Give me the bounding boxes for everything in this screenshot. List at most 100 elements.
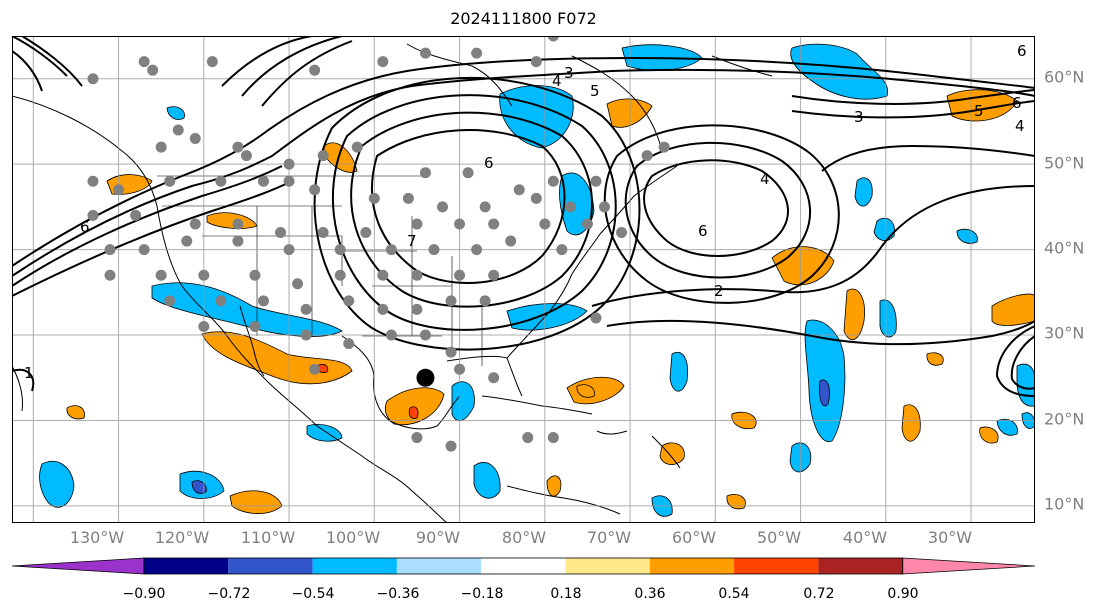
orange-shading <box>901 404 921 442</box>
lat-label: 20°N <box>1044 409 1085 429</box>
orange-shading <box>771 246 835 286</box>
station-dot <box>616 227 628 239</box>
contour-lines <box>12 36 1035 397</box>
station-dot <box>454 363 466 375</box>
station-dot <box>240 150 252 162</box>
station-dot <box>283 158 295 170</box>
station-dot <box>249 269 261 281</box>
station-dot <box>283 175 295 187</box>
station-dot <box>343 338 355 350</box>
orange-shading <box>66 405 85 420</box>
contour-label: 5 <box>974 102 984 120</box>
red-shading <box>408 406 419 419</box>
station-dot <box>309 64 321 76</box>
station-dot <box>130 209 142 221</box>
colorbar-tick-label: −0.90 <box>122 586 166 602</box>
station-dot <box>343 295 355 307</box>
colorbar-cell <box>228 558 313 574</box>
purple-shading <box>819 379 830 407</box>
station-dot <box>138 56 150 68</box>
blue-shading <box>669 352 689 392</box>
map-panel[interactable]: 6 3 5 4 3 5 6 4 6 6 4 2 7 1 6 <box>12 36 1035 523</box>
station-dot <box>547 432 559 444</box>
blue-shading <box>873 217 895 242</box>
station-dot <box>104 269 116 281</box>
lon-label: 90°W <box>415 528 461 547</box>
station-dot <box>564 201 576 213</box>
map-frame <box>12 36 1035 523</box>
orange-shading <box>843 288 865 341</box>
station-dot <box>317 150 329 162</box>
colorbar-cell <box>396 558 482 574</box>
station-dot <box>232 218 244 230</box>
station-dot <box>402 192 414 204</box>
blue-shading <box>879 299 897 338</box>
contour-label: 3 <box>854 108 864 126</box>
station-dot <box>471 47 483 59</box>
station-dot <box>479 295 491 307</box>
lon-label: 80°W <box>501 528 547 547</box>
station-dot <box>590 312 602 324</box>
contour-labels: 6 3 5 4 3 5 6 4 6 6 4 2 7 1 6 <box>24 42 1027 382</box>
station-dot <box>513 184 525 196</box>
colorbar-cell <box>144 558 229 574</box>
contour-label: 4 <box>552 72 562 90</box>
station-dot <box>488 372 500 384</box>
station-dot <box>522 432 534 444</box>
blue-shading <box>854 177 873 207</box>
station-dot <box>411 218 423 230</box>
station-dot <box>87 209 99 221</box>
station-dot <box>334 269 346 281</box>
contour-label: 6 <box>484 154 494 172</box>
blue-shading <box>151 282 343 337</box>
station-dot <box>419 167 431 179</box>
colorbar-frame <box>143 557 904 575</box>
station-dot <box>530 192 542 204</box>
station-dot <box>547 175 559 187</box>
station-dot <box>232 235 244 247</box>
station-dot <box>539 218 551 230</box>
colorbar-tick-label: −0.54 <box>291 586 335 602</box>
contour-label: 5 <box>590 82 600 100</box>
contour-label: 4 <box>1015 117 1025 135</box>
station-dot <box>283 244 295 256</box>
station-dot <box>292 278 304 290</box>
blue-shading <box>996 418 1018 436</box>
lon-label: 40°W <box>842 528 888 547</box>
station-dot <box>317 227 329 239</box>
colorbar-tick-label: 0.54 <box>718 586 750 602</box>
lon-label: 60°W <box>671 528 717 547</box>
station-dot <box>445 440 457 452</box>
orange-shading <box>323 142 358 173</box>
station-dot <box>181 235 193 247</box>
lon-label: 70°W <box>586 528 632 547</box>
colorbar-cell <box>565 558 650 574</box>
orange-shading <box>926 352 944 366</box>
station-dot <box>385 244 397 256</box>
orange-shading <box>991 293 1035 326</box>
blue-shading <box>166 106 185 120</box>
station-dot <box>462 167 474 179</box>
station-dot <box>215 295 227 307</box>
lat-label: 40°N <box>1044 238 1085 258</box>
station-dot <box>198 320 210 332</box>
station-dot <box>164 175 176 187</box>
station-dot <box>445 346 457 358</box>
colorbar-cell <box>734 558 819 574</box>
station-dot <box>377 303 389 315</box>
orange-shading <box>576 384 595 398</box>
station-dot <box>419 47 431 59</box>
center-marker <box>416 368 435 387</box>
orange-shading <box>726 493 746 510</box>
orange-shading <box>384 387 445 426</box>
lon-label: 50°W <box>756 528 802 547</box>
colorbar-extend-max <box>902 557 1036 575</box>
orange-shading <box>546 475 562 497</box>
station-dot <box>377 269 389 281</box>
colorbar-tick-label: −0.18 <box>460 586 504 602</box>
blue-shading <box>451 381 475 422</box>
blue-shading <box>473 462 501 499</box>
station-dot <box>87 175 99 187</box>
station-dot <box>590 175 602 187</box>
station-dot <box>300 303 312 315</box>
